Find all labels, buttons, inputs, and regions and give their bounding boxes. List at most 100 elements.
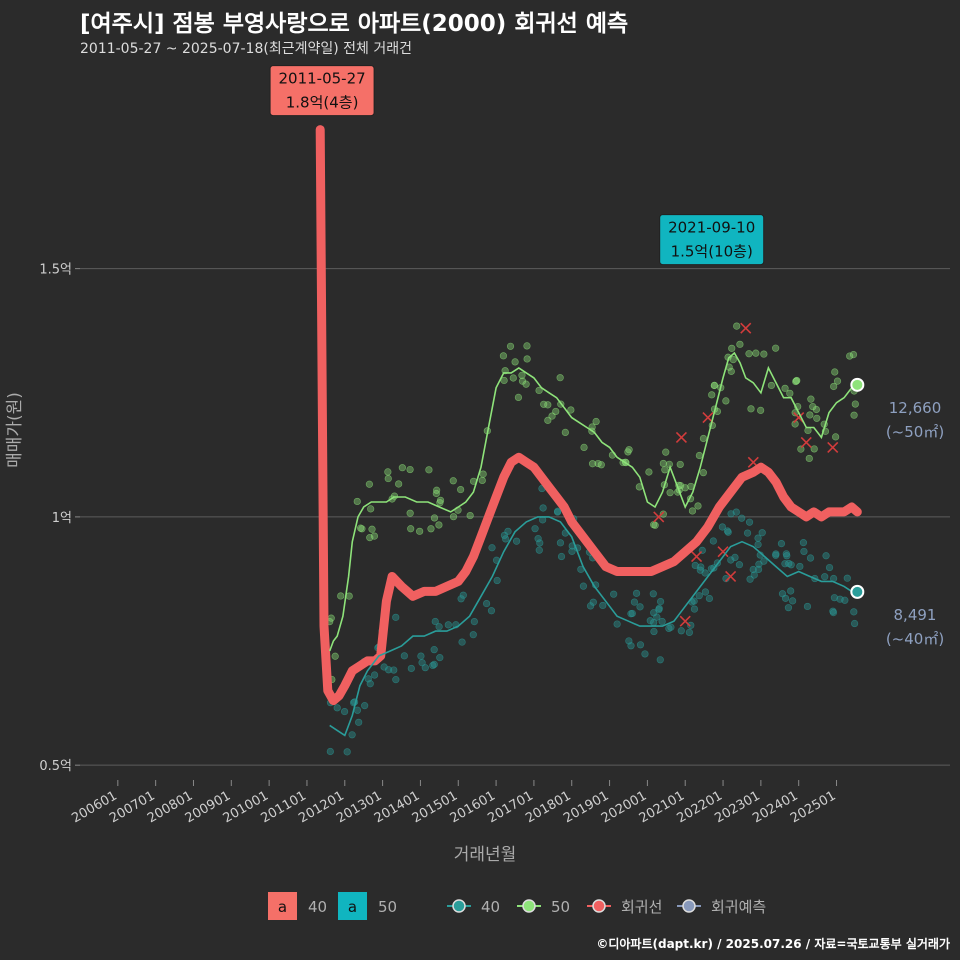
scatter-point <box>416 527 424 535</box>
scatter-point <box>337 592 345 600</box>
outlier-mark <box>702 412 714 424</box>
scatter-point <box>594 459 602 468</box>
scatter-point <box>358 525 366 533</box>
scatter-point <box>727 556 735 564</box>
scatter-point <box>630 598 639 606</box>
scatter-point <box>523 342 531 350</box>
scatter-point <box>690 597 698 605</box>
scatter-point <box>418 659 426 667</box>
end-label-area: (~50㎡) <box>886 423 944 441</box>
scatter-point <box>588 460 597 468</box>
end-label-area: (~40㎡) <box>886 630 944 648</box>
scatter-point <box>353 497 361 506</box>
scatter-point <box>806 554 815 562</box>
scatter-point <box>749 565 757 574</box>
scatter-point <box>557 552 566 561</box>
scatter-point <box>504 527 512 535</box>
scatter-point <box>499 352 508 360</box>
scatter-point <box>384 468 392 476</box>
scatter-point <box>518 377 527 385</box>
scatter-point <box>833 377 842 385</box>
scatter-point <box>392 676 400 684</box>
scatter-point <box>685 628 693 636</box>
legend-swatch <box>268 892 297 920</box>
scatter-point <box>738 514 746 522</box>
scatter-point <box>809 403 817 411</box>
scatter-point <box>850 619 859 628</box>
scatter-point <box>803 602 812 611</box>
scatter-point <box>799 539 808 547</box>
annotation-date: 2011-05-27 <box>278 70 365 88</box>
scatter-point <box>760 350 768 358</box>
series-line-40 <box>329 516 858 737</box>
series-line-50 <box>328 351 858 652</box>
scatter-point <box>395 480 403 488</box>
scatter-point <box>722 397 730 405</box>
scatter-point <box>708 391 716 399</box>
scatter-point <box>810 445 818 453</box>
chart-title: [여주시] 점봉 부영사랑으로 아파트(2000) 회귀선 예측 <box>80 11 629 37</box>
scatter-point <box>561 428 569 437</box>
scatter-point <box>624 448 632 456</box>
scatter-point <box>406 465 414 474</box>
outlier-mark <box>653 511 665 523</box>
legend-dot-key <box>452 899 466 913</box>
scatter-point <box>697 563 705 571</box>
scatter-point <box>589 598 597 606</box>
scatter-point <box>781 560 789 568</box>
scatter-point <box>506 342 515 350</box>
scatter-point <box>390 666 398 674</box>
scatter-point <box>829 607 837 615</box>
outlier-mark <box>725 570 737 583</box>
scatter-point <box>727 510 735 518</box>
scatter-point <box>658 617 666 626</box>
scatter-point <box>435 623 443 631</box>
scatter-point <box>812 405 820 414</box>
scatter-point <box>430 646 438 654</box>
scatter-point <box>699 434 708 443</box>
scatter-point <box>659 510 667 518</box>
scatter-point <box>553 508 562 516</box>
scatter-point <box>699 469 707 477</box>
scatter-point <box>695 451 703 460</box>
legend-label: 50 <box>378 898 397 916</box>
scatter-point <box>731 553 739 562</box>
scatter-point <box>632 589 641 597</box>
scatter-point <box>796 562 804 571</box>
scatter-point <box>466 511 474 520</box>
scatter-point <box>636 641 645 649</box>
scatter-point <box>735 561 744 569</box>
scatter-point <box>786 389 794 397</box>
scatter-point <box>676 460 684 469</box>
scatter-point <box>745 350 753 358</box>
x-axis-title: 거래년월 <box>454 845 517 865</box>
scatter-point <box>787 587 795 595</box>
scatter-point <box>733 322 741 330</box>
end-label-value: 12,660 <box>889 399 942 417</box>
y-axis-title: 매매가(원) <box>5 392 25 468</box>
legend-swatch-key: a <box>348 898 357 916</box>
scatter-point <box>667 623 675 631</box>
scatter-point <box>479 470 487 478</box>
scatter-point <box>326 747 334 756</box>
scatter-point <box>641 650 649 658</box>
scatter-point <box>677 627 685 635</box>
scatter-point <box>544 416 552 424</box>
outlier-mark <box>800 436 812 448</box>
scatter-point <box>417 652 425 660</box>
scatter-point <box>586 602 595 610</box>
scatter-point <box>767 381 776 390</box>
scatter-point <box>613 620 621 628</box>
scatter-point <box>457 485 465 494</box>
scatter-point <box>850 608 858 616</box>
scatter-point <box>511 358 519 366</box>
legend-dot-key <box>682 899 696 913</box>
scatter-point <box>777 540 786 548</box>
scatter-point <box>523 355 531 363</box>
scatter-point <box>745 518 754 526</box>
scatter-point <box>694 502 702 510</box>
scatter-point <box>709 537 717 545</box>
scatter-point <box>556 374 564 382</box>
scatter-point <box>688 507 697 515</box>
